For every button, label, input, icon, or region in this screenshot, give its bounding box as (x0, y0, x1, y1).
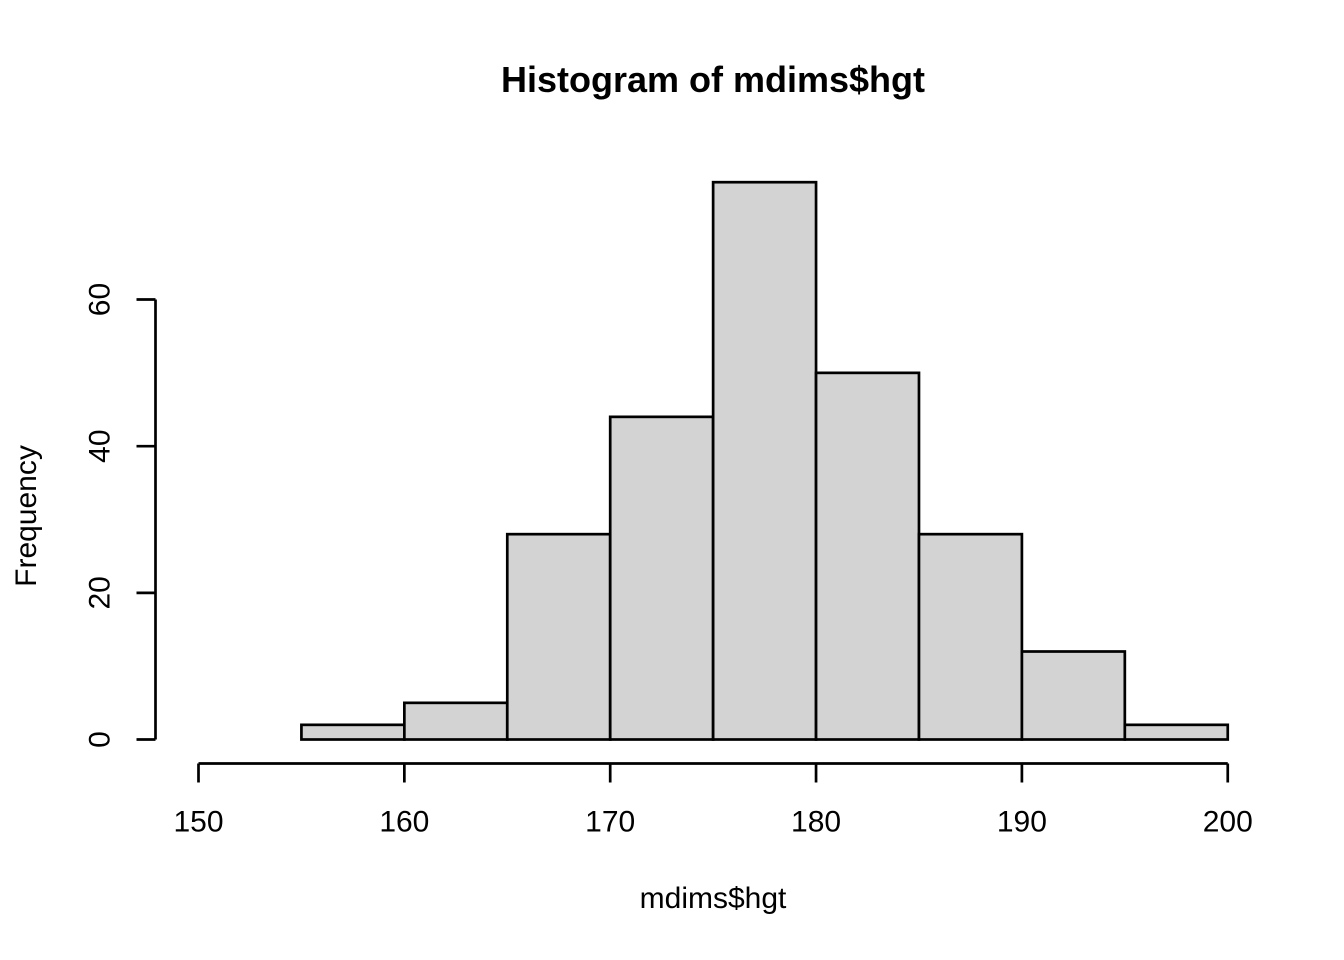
x-tick-label: 200 (1203, 806, 1253, 839)
histogram-bar (814, 371, 921, 741)
histogram-bar (711, 180, 818, 741)
y-tick-label: 0 (84, 731, 117, 748)
histogram-bar (403, 701, 509, 741)
histogram-bar (300, 723, 406, 741)
histogram-bar (608, 415, 715, 741)
histogram-bar (1123, 723, 1230, 741)
histogram-bar (1020, 650, 1127, 741)
x-axis-title: mdims$hgt (639, 882, 787, 915)
x-tick-label: 180 (791, 806, 841, 839)
x-tick-label: 190 (997, 806, 1047, 839)
x-tick-label: 150 (173, 806, 223, 839)
y-tick-label: 20 (84, 576, 117, 609)
x-tick-label: 160 (379, 806, 429, 839)
y-tick-label: 40 (84, 429, 117, 462)
histogram-bar (505, 532, 612, 741)
x-tick-label: 170 (585, 806, 635, 839)
chart-title: Histogram of mdims$hgt (500, 59, 926, 100)
histogram-bar (917, 532, 1024, 741)
y-tick-label: 60 (84, 283, 117, 316)
